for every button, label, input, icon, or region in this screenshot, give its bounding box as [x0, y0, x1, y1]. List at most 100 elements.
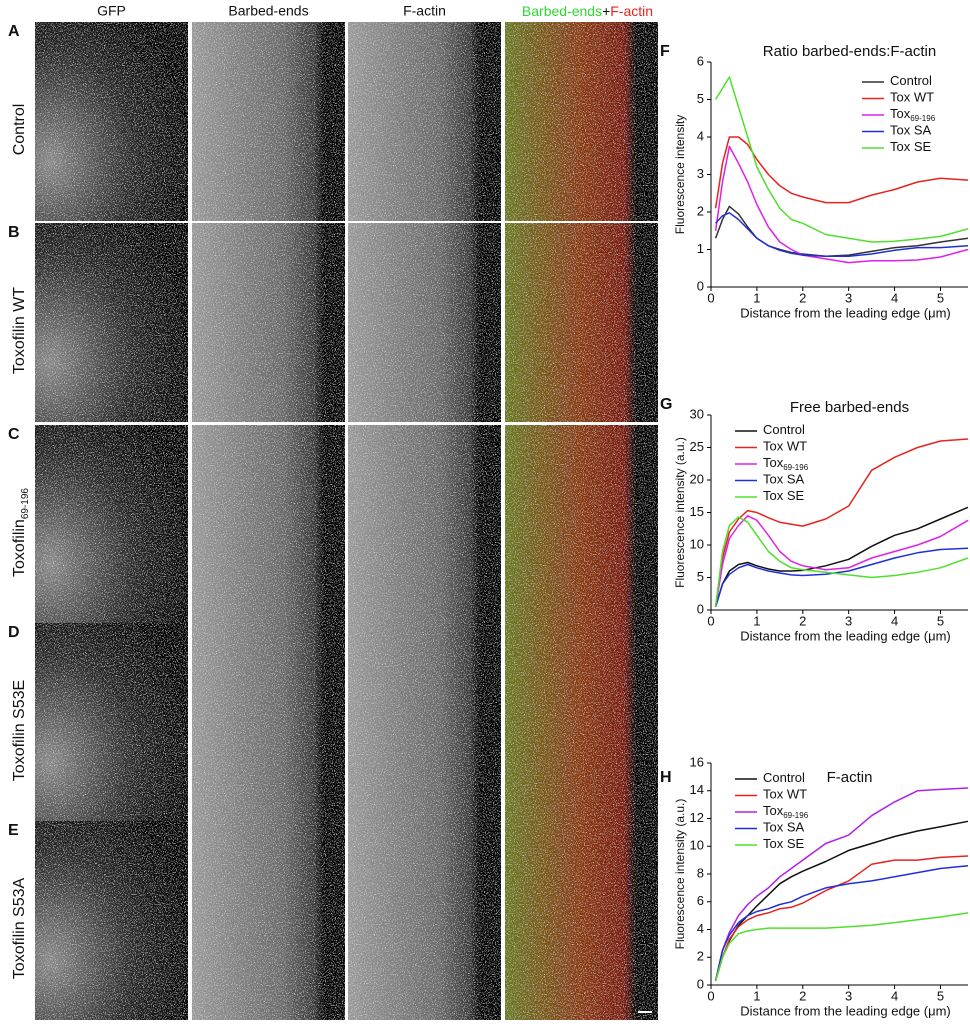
- y-tick-label: 6: [697, 53, 704, 68]
- y-tick-label: 4: [697, 921, 704, 936]
- micrograph: [348, 623, 501, 822]
- legend-name: Tox WT: [763, 787, 807, 802]
- data-line: [716, 866, 968, 981]
- chart-title: F-actin: [827, 769, 873, 786]
- y-tick-label: 2: [697, 949, 704, 964]
- micrograph: [505, 821, 658, 1020]
- y-tick-label: 6: [697, 893, 704, 908]
- y-tick-label: 2: [697, 203, 704, 218]
- y-tick-label: 16: [690, 754, 704, 769]
- x-tick-label: 5: [937, 290, 944, 305]
- row-label: Control: [11, 104, 28, 156]
- panel-letter: G: [660, 396, 672, 413]
- panel-letter: E: [8, 822, 19, 839]
- micrograph: [192, 223, 345, 422]
- column-header: GFP: [97, 3, 126, 19]
- legend-label: Tox69-196: [763, 803, 809, 820]
- y-axis-label: Fluorescence intensity (a.u.): [673, 799, 687, 950]
- y-tick-label: 10: [690, 838, 704, 853]
- y-tick-label: 20: [690, 471, 704, 486]
- x-tick-label: 4: [891, 290, 898, 305]
- panel-letter: B: [8, 224, 20, 241]
- legend-label: Tox SA: [763, 820, 805, 835]
- y-tick-label: 0: [697, 976, 704, 991]
- micrograph: [192, 425, 345, 624]
- row-label-text: Toxofilin WT: [11, 287, 28, 374]
- x-tick-label: 4: [891, 988, 898, 1003]
- legend-name: Control: [763, 770, 805, 785]
- header-part: +: [602, 3, 610, 19]
- micrograph: [348, 22, 501, 221]
- y-tick-label: 5: [697, 569, 704, 584]
- x-tick-label: 3: [845, 988, 852, 1003]
- header-part: F-actin: [610, 3, 653, 19]
- legend-name: Tox: [890, 106, 911, 121]
- legend-label: Tox SA: [763, 472, 805, 487]
- data-line: [716, 213, 968, 256]
- legend-label: Control: [890, 73, 932, 88]
- x-axis-label: Distance from the leading edge (μm): [740, 305, 951, 320]
- legend-sub: 69-196: [910, 114, 935, 123]
- figure: GFPBarbed-endsF-actinBarbed-ends+F-actin…: [0, 0, 970, 1024]
- legend-sub: 69-196: [783, 463, 808, 472]
- column-header: Barbed-ends+F-actin: [522, 3, 653, 19]
- panel-letter: H: [660, 769, 672, 786]
- row-label: Toxofilin S53A: [11, 877, 28, 979]
- legend-sub: 69-196: [783, 811, 808, 820]
- legend-name: Tox: [763, 803, 784, 818]
- micrograph: [348, 223, 501, 422]
- legend-name: Tox SE: [763, 488, 805, 503]
- legend-label: Tox SE: [763, 488, 805, 503]
- y-tick-label: 30: [690, 406, 704, 421]
- row-label: Toxofilin WT: [11, 287, 28, 374]
- panel-letter: A: [8, 23, 20, 40]
- x-axis-label: Distance from the leading edge (μm): [740, 628, 951, 643]
- legend-name: Tox WT: [890, 90, 934, 105]
- y-tick-label: 10: [690, 536, 704, 551]
- legend-name: Tox WT: [763, 439, 807, 454]
- y-tick-label: 0: [697, 601, 704, 616]
- panel-letter: D: [8, 624, 20, 641]
- y-tick-label: 5: [697, 91, 704, 106]
- chart-title: Free barbed-ends: [790, 399, 909, 416]
- panel-letter: C: [8, 426, 20, 443]
- micrograph: [348, 821, 501, 1020]
- legend-name: Tox SA: [890, 123, 932, 138]
- micrograph: [505, 623, 658, 822]
- y-axis-label: Fluorescence intensity (a.u.): [673, 437, 687, 588]
- x-tick-label: 0: [707, 613, 714, 628]
- row-label: Toxofilin69-196: [11, 488, 30, 577]
- y-tick-label: 4: [697, 128, 704, 143]
- legend-name: Tox SE: [763, 836, 805, 851]
- x-tick-label: 1: [753, 988, 760, 1003]
- legend-label: Tox SA: [890, 123, 932, 138]
- legend-name: Tox: [763, 455, 784, 470]
- chart-title: Ratio barbed-ends:F-actin: [763, 43, 936, 60]
- row-label-text: Toxofilin S53A: [11, 877, 28, 979]
- legend-label: Tox SE: [890, 139, 932, 154]
- column-header: Barbed-ends: [228, 3, 308, 19]
- y-tick-label: 15: [690, 504, 704, 519]
- header-part: Barbed-ends: [522, 3, 602, 19]
- legend-label: Tox WT: [763, 439, 807, 454]
- y-tick-label: 14: [690, 782, 704, 797]
- micrograph: [35, 821, 188, 1020]
- row-label-text: Toxofilin S53E: [11, 680, 28, 781]
- row-label-sub: 69-196: [20, 488, 31, 520]
- micrograph: [192, 22, 345, 221]
- y-tick-label: 3: [697, 166, 704, 181]
- row-label: Toxofilin S53E: [11, 680, 28, 781]
- column-header: F-actin: [403, 3, 446, 19]
- legend-label: Tox SE: [763, 836, 805, 851]
- legend-name: Tox SE: [890, 139, 932, 154]
- micrograph: [505, 425, 658, 624]
- data-line: [716, 146, 968, 262]
- x-tick-label: 2: [799, 988, 806, 1003]
- legend-name: Tox SA: [763, 820, 805, 835]
- x-axis-label: Distance from the leading edge (μm): [740, 1003, 951, 1018]
- data-line: [716, 913, 968, 981]
- micrograph: [35, 22, 188, 221]
- legend-name: Control: [763, 422, 805, 437]
